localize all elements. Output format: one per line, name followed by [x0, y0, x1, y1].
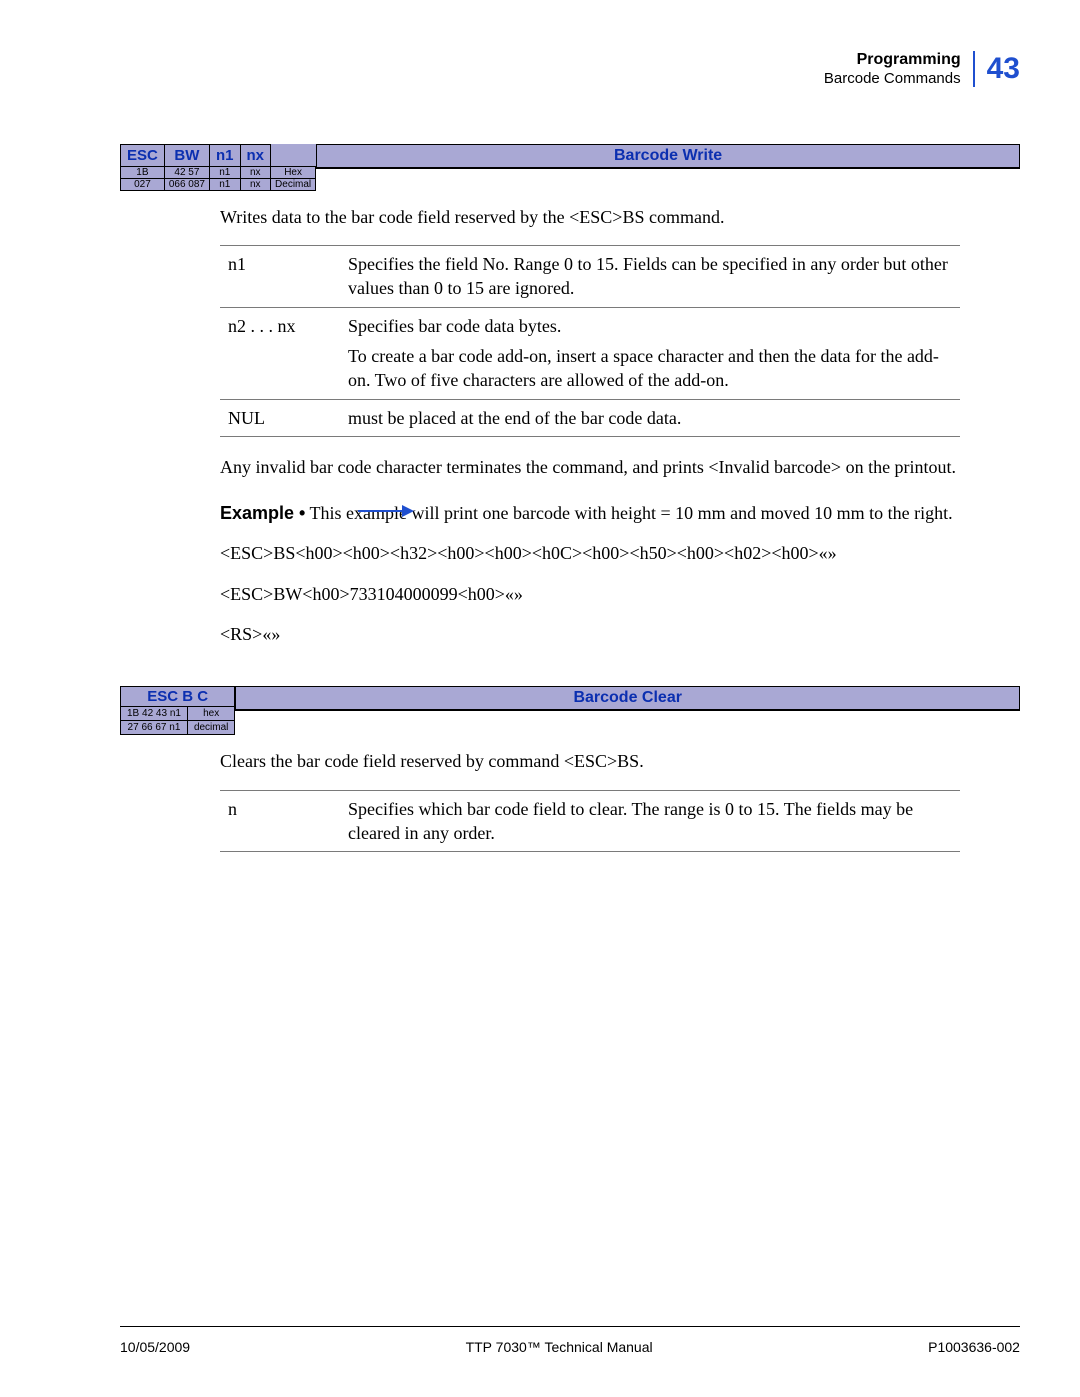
barcode-write-cmd-block: ESC BW n1 nx 1B 42 57 n1 nx Hex 027 066 …	[120, 144, 1020, 191]
footer-date: 10/05/2009	[120, 1339, 190, 1355]
hex-cell: 1B 42 43 n1	[121, 707, 188, 721]
footer-rule	[120, 1326, 1020, 1327]
hex-label: hex	[187, 707, 234, 721]
header-title: Programming	[824, 50, 961, 70]
dec-label: Decimal	[271, 178, 316, 190]
barcode-write-params: n1 Specifies the field No. Range 0 to 15…	[220, 245, 960, 437]
barcode-clear-cmd-block: ESC B C 1B 42 43 n1 hex 27 66 67 n1 deci…	[120, 686, 1020, 735]
param-name: NUL	[220, 399, 340, 436]
table-row: n Specifies which bar code field to clea…	[220, 790, 960, 852]
example-arrow-icon	[358, 505, 418, 517]
cmd-cell: BW	[164, 144, 209, 166]
param-name: n	[220, 790, 340, 852]
barcode-clear-intro: Clears the bar code field reserved by co…	[220, 749, 1020, 773]
dec-cell: nx	[240, 178, 271, 190]
example-line: <ESC>BS<h00><h00><h32><h00><h00><h0C><h0…	[220, 541, 1020, 565]
hex-cell: n1	[210, 166, 241, 178]
barcode-write-note: Any invalid bar code character terminate…	[220, 455, 1020, 479]
example-paragraph: Example • This example will print one ba…	[220, 501, 1020, 525]
barcode-write-intro: Writes data to the bar code field reserv…	[220, 205, 1020, 229]
header-divider	[973, 51, 975, 87]
barcode-clear-cmd-table: ESC B C 1B 42 43 n1 hex 27 66 67 n1 deci…	[120, 686, 235, 735]
hex-cell: 42 57	[164, 166, 209, 178]
footer-title: TTP 7030™ Technical Manual	[466, 1339, 653, 1355]
dec-label: decimal	[187, 721, 234, 735]
cmd-cell: n1	[210, 144, 241, 166]
footer-doc-id: P1003636-002	[928, 1339, 1020, 1355]
page-footer: 10/05/2009 TTP 7030™ Technical Manual P1…	[120, 1339, 1020, 1355]
param-desc: Specifies bar code data bytes.To create …	[340, 307, 960, 399]
param-name: n1	[220, 246, 340, 308]
cmd-header: ESC B C	[121, 687, 235, 707]
dec-cell: 027	[121, 178, 165, 190]
page-header: Programming Barcode Commands 43	[120, 50, 1020, 89]
dec-cell: n1	[210, 178, 241, 190]
hex-cell: nx	[240, 166, 271, 178]
cmd-cell: ESC	[121, 144, 165, 166]
table-row: n2 . . . nx Specifies bar code data byte…	[220, 307, 960, 399]
table-row: n1 Specifies the field No. Range 0 to 15…	[220, 246, 960, 308]
page-number: 43	[987, 52, 1020, 86]
dec-cell: 27 66 67 n1	[121, 721, 188, 735]
param-desc: must be placed at the end of the bar cod…	[340, 399, 960, 436]
example-label: Example •	[220, 503, 305, 523]
hex-label: Hex	[271, 166, 316, 178]
param-desc: Specifies the field No. Range 0 to 15. F…	[340, 246, 960, 308]
hex-cell: 1B	[121, 166, 165, 178]
barcode-clear-params: n Specifies which bar code field to clea…	[220, 790, 960, 853]
table-row: NUL must be placed at the end of the bar…	[220, 399, 960, 436]
param-name: n2 . . . nx	[220, 307, 340, 399]
example-line: <ESC>BW<h00>733104000099<h00>«»	[220, 582, 1020, 606]
example-line: <RS>«»	[220, 622, 1020, 646]
header-subtitle: Barcode Commands	[824, 70, 961, 89]
barcode-write-title: Barcode Write	[317, 145, 1019, 168]
dec-cell: 066 087	[164, 178, 209, 190]
param-desc: Specifies which bar code field to clear.…	[340, 790, 960, 852]
barcode-write-cmd-table: ESC BW n1 nx 1B 42 57 n1 nx Hex 027 066 …	[120, 144, 316, 191]
barcode-clear-title: Barcode Clear	[236, 687, 1019, 710]
cmd-cell: nx	[240, 144, 271, 166]
